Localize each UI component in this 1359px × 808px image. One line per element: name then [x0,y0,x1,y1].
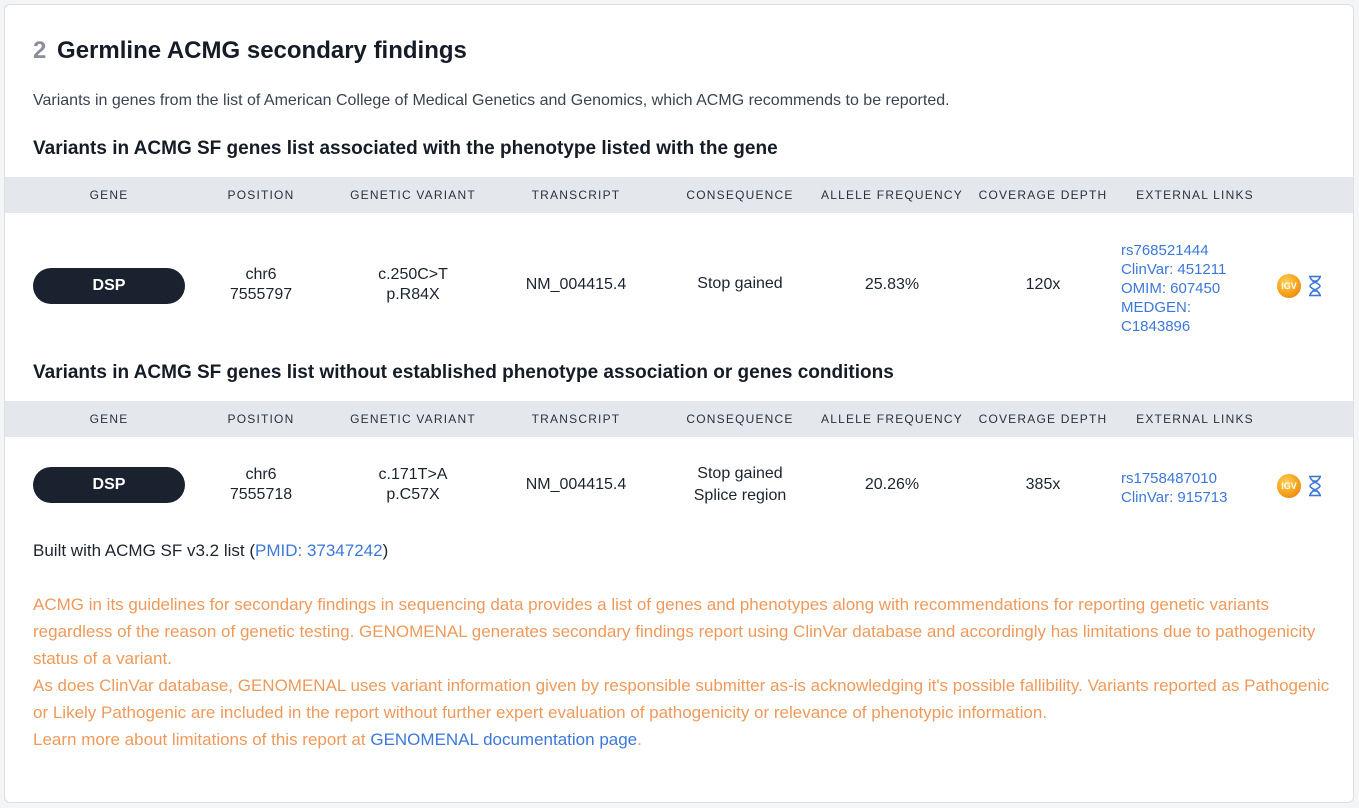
table-2-header: Gene Position Genetic variant Transcript… [5,401,1353,437]
consequence-1: Stop gained [697,275,783,292]
column-transcript: Transcript [531,412,621,426]
allele-frequency-cell: 20.26% [864,476,920,493]
external-links-cell: rs1758487010 ClinVar: 915713 [1121,469,1227,507]
variant-c: c.171T>A [378,466,448,483]
link-clinvar[interactable]: ClinVar: 451211 [1121,261,1227,278]
gene-badge[interactable]: DSP [33,268,185,304]
table-row: DSP chr6 7555797 c.250C>T p.R84X NM_0044… [5,213,1353,338]
position-cell: chr6 7555718 [201,465,321,505]
disclaimer-paragraph-1: ACMG in its guidelines for secondary fin… [33,595,1316,668]
disclaimer-period: . [637,730,642,749]
consequence-cell: Stop gained Splice region [669,463,811,507]
built-with-note: Built with ACMG SF v3.2 list (PMID: 3734… [33,541,388,561]
secondary-findings-card: 2 Germline ACMG secondary findings Varia… [4,4,1354,803]
gene-badge[interactable]: DSP [33,467,185,503]
row-action-icons: IGV [1277,274,1333,300]
row-action-icons: IGV [1277,474,1333,500]
link-medgen-id: C1843896 [1121,318,1191,335]
variant-p: p.C57X [386,486,440,503]
column-transcript: Transcript [531,188,621,202]
column-external-links: External links [1136,188,1254,202]
column-gene: Gene [89,412,129,426]
coverage-depth-cell: 120x [1025,276,1061,293]
variant-cell: c.171T>A p.C57X [333,465,493,505]
table-1-heading: Variants in ACMG SF genes list associate… [33,138,778,159]
position-chr: chr6 [245,266,277,283]
dna-icon[interactable] [1307,275,1323,297]
disclaimer-paragraph-2: As does ClinVar database, GENOMENAL uses… [33,676,1330,722]
column-genetic-variant: Genetic variant [350,188,476,202]
variant-cell: c.250C>T p.R84X [333,265,493,305]
consequence-2: Splice region [693,487,787,504]
section-intro: Variants in genes from the list of Ameri… [33,92,950,109]
column-coverage-depth: Coverage depth [978,412,1108,426]
link-medgen[interactable]: MEDGEN: C1843896 [1121,298,1226,336]
variant-p: p.R84X [386,286,440,303]
link-dbsnp[interactable]: rs1758487010 [1121,470,1217,487]
table-row: DSP chr6 7555718 c.171T>A p.C57X NM_0044… [5,437,1353,527]
coverage-depth-cell: 385x [1025,476,1061,493]
igv-icon[interactable]: IGV [1277,474,1301,498]
link-clinvar[interactable]: ClinVar: 915713 [1121,489,1228,506]
section-title: 2 Germline ACMG secondary findings [33,37,467,65]
disclaimer-learn-more: Learn more about limitations of this rep… [33,730,371,749]
column-consequence: Consequence [686,188,794,202]
position-chr: chr6 [245,466,277,483]
built-suffix: ) [382,541,389,560]
disclaimer: ACMG in its guidelines for secondary fin… [33,591,1333,753]
table-1-header: Gene Position Genetic variant Transcript… [5,177,1353,213]
column-position: Position [227,188,295,202]
position-pos: 7555797 [229,286,293,303]
column-consequence: Consequence [686,412,794,426]
documentation-link[interactable]: GENOMENAL documentation page [370,730,638,749]
igv-icon[interactable]: IGV [1277,274,1301,298]
column-coverage-depth: Coverage depth [978,188,1108,202]
pmid-link[interactable]: PMID: 37347242 [255,541,383,560]
variant-c: c.250C>T [378,266,448,283]
built-prefix: Built with ACMG SF v3.2 list ( [33,541,255,560]
link-medgen-label: MEDGEN: [1121,299,1192,316]
position-pos: 7555718 [229,486,293,503]
section-number: 2 [33,37,47,64]
disclaimer-paragraph-3: Learn more about limitations of this rep… [33,726,1333,753]
table-2-heading: Variants in ACMG SF genes list without e… [33,362,894,383]
dna-icon[interactable] [1307,475,1323,497]
column-allele-frequency: Allele frequency [821,188,963,202]
link-dbsnp[interactable]: rs768521444 [1121,242,1209,259]
allele-frequency-cell: 25.83% [864,276,920,293]
column-allele-frequency: Allele frequency [821,412,963,426]
column-position: Position [227,412,295,426]
column-external-links: External links [1136,412,1254,426]
transcript-cell: NM_004415.4 [525,276,627,293]
column-genetic-variant: Genetic variant [350,412,476,426]
external-links-cell: rs768521444 ClinVar: 451211 OMIM: 607450… [1121,241,1226,336]
link-omim[interactable]: OMIM: 607450 [1121,280,1221,297]
position-cell: chr6 7555797 [201,265,321,305]
section-title-text: Germline ACMG secondary findings [57,37,467,64]
column-gene: Gene [89,188,129,202]
consequence-cell: Stop gained [669,274,811,294]
transcript-cell: NM_004415.4 [525,476,627,493]
consequence-1: Stop gained [697,465,783,482]
